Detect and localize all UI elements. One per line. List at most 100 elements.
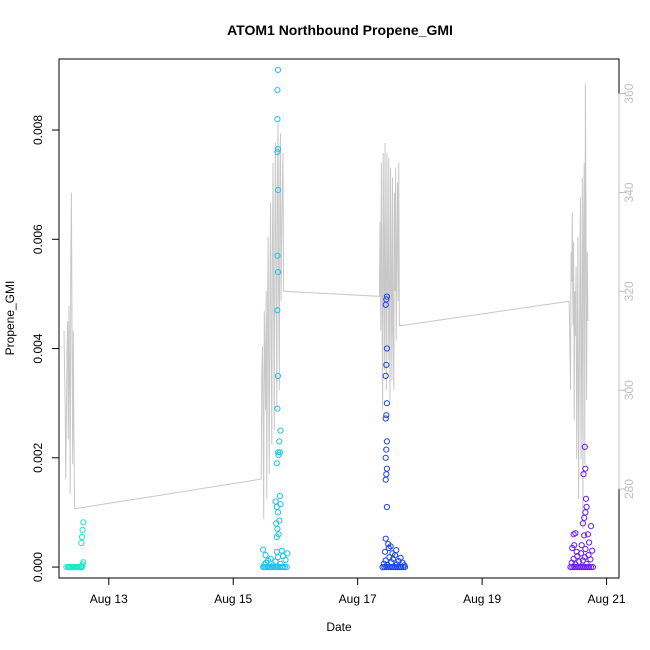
data-point	[65, 564, 73, 571]
data-point	[276, 517, 283, 524]
data-point	[274, 525, 281, 532]
data-point	[581, 514, 588, 522]
data-point	[383, 400, 390, 407]
data-point	[274, 405, 281, 412]
data-point	[383, 503, 390, 511]
data-point	[284, 550, 291, 557]
data-point	[383, 412, 390, 419]
point-layer	[63, 66, 597, 571]
y-tick-label: 0.000	[31, 552, 45, 582]
data-point	[69, 564, 76, 571]
data-point	[400, 564, 407, 571]
data-point	[572, 530, 579, 537]
data-point	[273, 460, 280, 467]
data-point	[274, 269, 282, 276]
data-point	[583, 503, 590, 511]
data-point	[78, 533, 86, 541]
data-point	[273, 548, 280, 555]
data-point	[281, 564, 288, 571]
data-point	[589, 564, 597, 571]
data-point	[582, 545, 589, 553]
x-axis-label: Date	[326, 620, 352, 634]
data-point	[401, 562, 408, 569]
data-point	[383, 361, 390, 368]
data-point	[578, 542, 585, 549]
data-point	[274, 87, 281, 94]
data-point	[78, 562, 85, 570]
data-point	[277, 501, 284, 508]
y-tick-label: 0.006	[31, 224, 45, 254]
data-point	[586, 539, 593, 546]
data-point	[587, 523, 595, 530]
data-point	[383, 296, 390, 303]
data-point	[283, 564, 290, 571]
data-point	[571, 542, 578, 549]
data-point	[393, 547, 400, 554]
line-layer	[63, 83, 589, 529]
data-point	[273, 533, 280, 541]
data-point	[581, 532, 588, 539]
y-axis: 0.000 0.002 0.004 0.006 0.008	[31, 115, 60, 582]
data-point	[382, 415, 389, 422]
data-point	[587, 564, 595, 571]
data-point	[274, 146, 282, 153]
data-point	[274, 449, 282, 456]
x-tick-label: Aug 21	[588, 592, 626, 606]
data-point	[587, 556, 594, 563]
data-point	[385, 544, 392, 552]
data-point	[393, 561, 400, 568]
data-point	[579, 557, 587, 564]
data-point	[388, 559, 395, 566]
data-point	[383, 438, 390, 445]
y-tick-label: 0.008	[31, 115, 45, 145]
y2-tick-label: 340	[622, 182, 636, 202]
data-point	[274, 116, 281, 123]
data-point	[274, 252, 281, 259]
data-point	[382, 535, 389, 542]
y2-axis: 280 300 320 340 360	[618, 83, 636, 499]
data-point	[582, 465, 589, 472]
data-point	[274, 372, 282, 379]
x-axis: Aug 13 Aug 15 Aug 17 Aug 19 Aug 21	[90, 577, 626, 606]
data-point	[383, 465, 390, 472]
y-tick-label: 0.004	[31, 333, 45, 363]
data-point	[274, 187, 282, 194]
data-point	[274, 66, 282, 74]
data-point	[80, 519, 87, 526]
y2-tick-label: 360	[622, 83, 636, 103]
y2-tick-label: 320	[622, 281, 636, 301]
data-point	[274, 509, 282, 516]
y2-tick-label: 280	[622, 479, 636, 499]
data-point	[274, 307, 281, 314]
data-point	[382, 454, 389, 461]
data-point	[262, 552, 269, 559]
y2-tick-label: 300	[622, 380, 636, 400]
data-point	[584, 531, 592, 538]
x-tick-label: Aug 19	[463, 592, 501, 606]
data-point	[261, 561, 268, 568]
data-point	[282, 556, 289, 564]
data-point	[573, 548, 580, 555]
data-point	[267, 555, 274, 563]
data-point	[383, 345, 390, 352]
data-point	[276, 493, 283, 500]
data-point	[589, 547, 596, 554]
chart-title: ATOM1 Northbound Propene_GMI	[227, 22, 453, 38]
data-point	[387, 543, 394, 550]
y-axis-label: Propene_GMI	[3, 281, 17, 356]
data-point	[380, 560, 387, 567]
data-point	[381, 548, 389, 555]
data-point	[73, 564, 81, 571]
data-point	[576, 558, 583, 565]
data-point	[277, 560, 284, 567]
data-point	[276, 449, 283, 456]
data-point	[276, 438, 283, 445]
y-tick-label: 0.002	[31, 442, 45, 472]
data-point	[582, 495, 590, 502]
data-point	[79, 526, 86, 534]
data-point	[383, 446, 390, 453]
x-tick-label: Aug 15	[214, 592, 252, 606]
